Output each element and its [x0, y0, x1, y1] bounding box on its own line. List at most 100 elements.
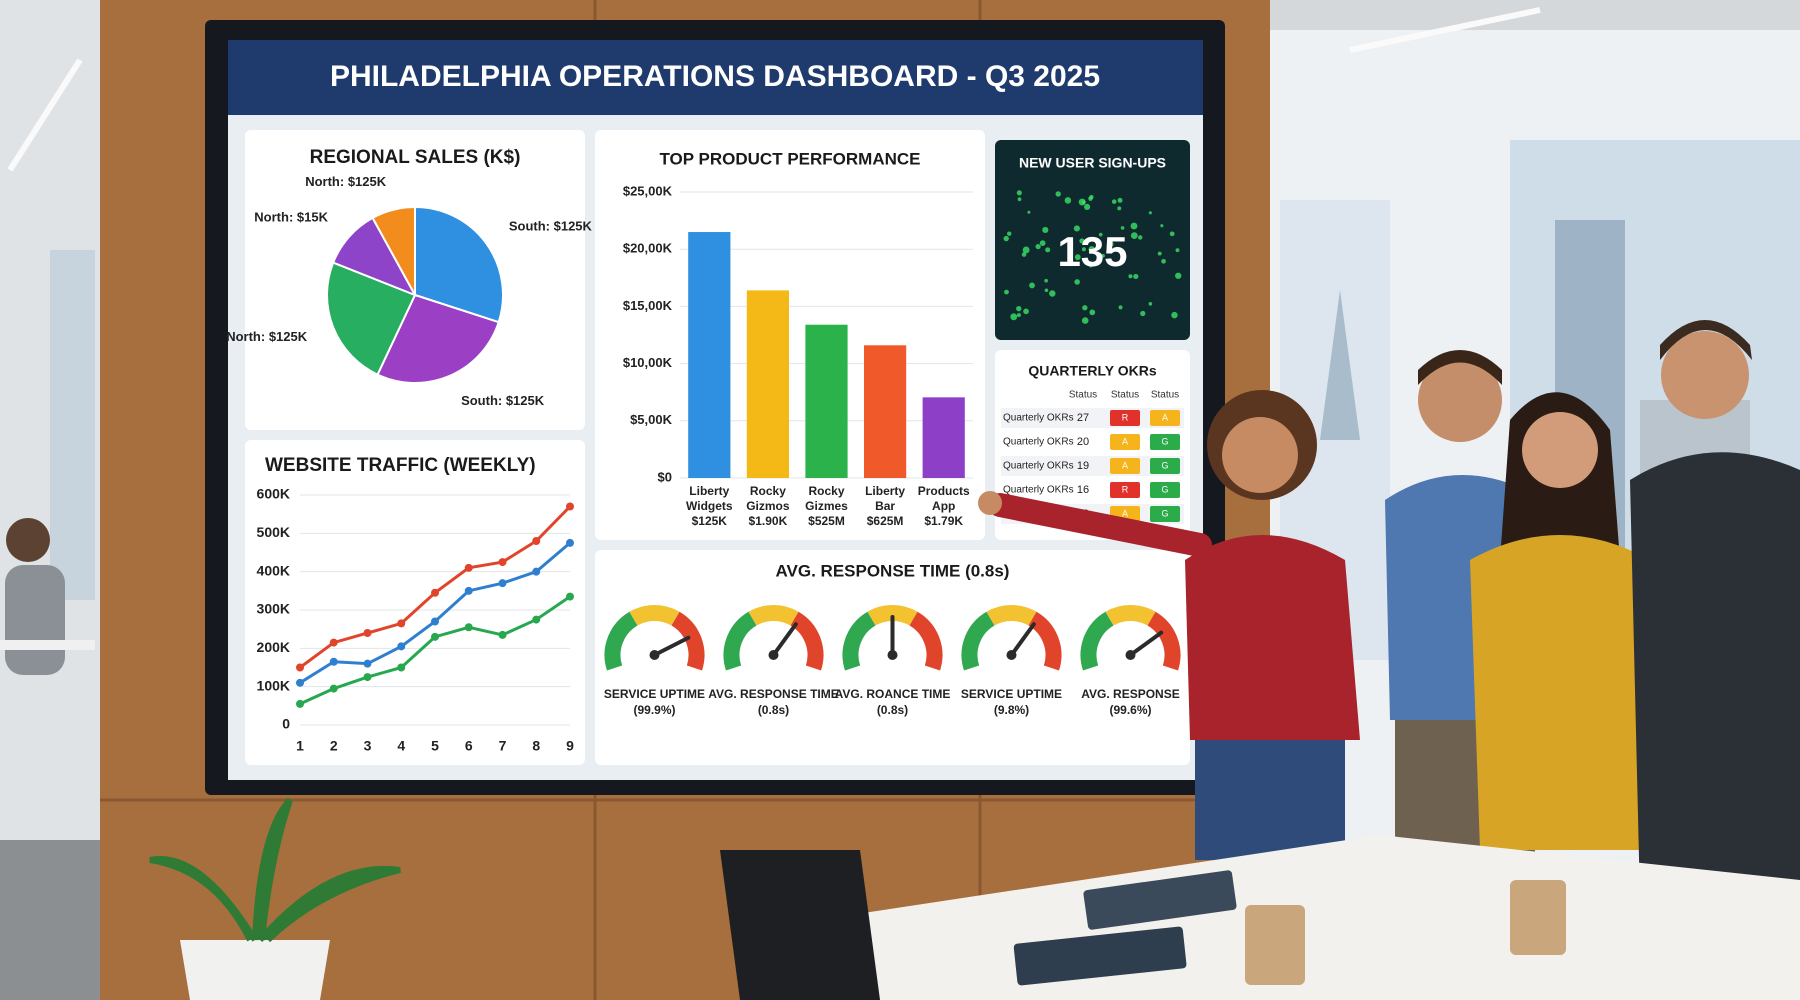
- building: [1320, 290, 1360, 440]
- chart-title: REGIONAL SALES (K$): [310, 147, 521, 168]
- status-badge: [1150, 410, 1180, 426]
- x-tick-label: 3: [364, 738, 372, 754]
- map-dot: [1160, 224, 1164, 228]
- status-text: G: [1161, 484, 1168, 494]
- y-tick-label: $5,00K: [630, 412, 673, 427]
- status-badge: [1110, 410, 1140, 426]
- status-text: R: [1122, 484, 1129, 494]
- map-dot: [1023, 308, 1029, 315]
- y-tick-label: $20,00K: [623, 241, 673, 256]
- ceiling: [1270, 0, 1800, 30]
- gauge-label: SERVICE UPTIME: [604, 687, 705, 701]
- status-text: A: [1122, 436, 1128, 446]
- hand: [978, 491, 1002, 515]
- gauge-arc: [1080, 611, 1114, 671]
- map-dot: [1039, 240, 1046, 247]
- status-text: G: [1161, 460, 1168, 470]
- gauge-label: AVG. RESPONSE: [1081, 687, 1179, 701]
- table-title: QUARTERLY OKRs: [1028, 363, 1157, 379]
- yellow-jacket: [1470, 535, 1680, 850]
- head: [1222, 417, 1298, 493]
- status-badge: [1150, 458, 1180, 474]
- head: [1418, 358, 1502, 442]
- y-tick-label: 0: [282, 716, 290, 732]
- line-point: [296, 678, 304, 687]
- map-dot: [1078, 198, 1086, 206]
- y-tick-label: $25,00K: [623, 183, 673, 198]
- x-tick-label: 5: [431, 738, 439, 754]
- map-dot: [1081, 247, 1086, 252]
- map-dot: [1140, 310, 1146, 317]
- line-point: [397, 642, 406, 651]
- column-header: Status: [1151, 390, 1179, 401]
- column-header: Status: [1111, 390, 1139, 401]
- line-point: [464, 586, 473, 595]
- y-tick-label: 500K: [257, 524, 290, 540]
- hair: [1660, 320, 1752, 360]
- x-tick-label: Rocky: [750, 484, 786, 498]
- dark-shirt: [1630, 452, 1800, 900]
- map-dot: [1157, 251, 1162, 256]
- pointing-arm: [988, 493, 1212, 557]
- map-dot: [1042, 226, 1049, 234]
- slice-label: South: $125K: [461, 393, 545, 408]
- map-dot: [1148, 211, 1152, 215]
- x-tick-label: Gizmes: [805, 499, 848, 513]
- map-dot: [1027, 210, 1031, 214]
- row-value: 19: [1077, 460, 1089, 472]
- map-dot: [1175, 272, 1182, 279]
- title-bar: [228, 40, 1203, 115]
- dashboard: REGIONAL SALES (K$) South: $125K South: $1…: [226, 130, 1190, 765]
- line-point: [431, 632, 439, 641]
- map-dot: [1130, 222, 1138, 230]
- panel: [995, 140, 1190, 340]
- map-dot: [1111, 199, 1117, 204]
- map-dot: [1016, 313, 1021, 318]
- slice-label: South: $125K: [509, 218, 593, 233]
- head: [1661, 331, 1749, 419]
- bar: [688, 232, 731, 478]
- signups-value: 135: [1057, 228, 1127, 275]
- line-point: [329, 638, 338, 647]
- map-dot: [1044, 278, 1048, 283]
- gauge-arc: [1028, 611, 1062, 671]
- x-tick-label: $1.79K: [924, 514, 963, 528]
- line-point: [566, 592, 574, 601]
- x-tick-label: Rocky: [808, 484, 844, 498]
- head: [1522, 412, 1598, 488]
- map-dot: [1010, 313, 1018, 321]
- map-dot: [1175, 248, 1180, 253]
- status-badge: [1150, 506, 1180, 522]
- x-tick-label: Liberty: [689, 484, 729, 498]
- row-value: 20: [1077, 436, 1089, 448]
- line-point: [498, 630, 507, 639]
- map-dot: [1098, 232, 1103, 237]
- plant-leaves: [149, 797, 401, 943]
- pie-slice: [371, 205, 416, 296]
- map-dot: [1107, 241, 1114, 248]
- x-tick-label: 4: [397, 738, 405, 754]
- line-point: [532, 537, 541, 545]
- column-header: Status: [1069, 390, 1097, 401]
- map-dot: [1003, 235, 1009, 242]
- map-dot: [1022, 246, 1030, 254]
- gauge-hub: [649, 650, 660, 660]
- coffee-cup: [1510, 880, 1566, 955]
- tile-title: NEW USER SIGN-UPS: [1019, 155, 1166, 171]
- map-dot: [1064, 197, 1072, 204]
- desk-worker-body: [5, 565, 65, 675]
- gauge-arc: [629, 605, 680, 626]
- gauge-hub: [1006, 650, 1017, 660]
- gauge-label: (0.8s): [877, 703, 908, 717]
- map-dot: [1029, 282, 1035, 289]
- map-dot: [1171, 311, 1178, 319]
- chart-title: WEBSITE TRAFFIC (WEEKLY): [265, 455, 536, 476]
- map-dot: [1117, 206, 1122, 211]
- x-tick-label: 6: [465, 738, 473, 754]
- map-dot: [1089, 263, 1093, 268]
- x-tick-label: 8: [532, 738, 540, 754]
- plant-pot: [180, 940, 330, 1000]
- bar: [746, 290, 789, 478]
- pie-slice: [376, 293, 500, 384]
